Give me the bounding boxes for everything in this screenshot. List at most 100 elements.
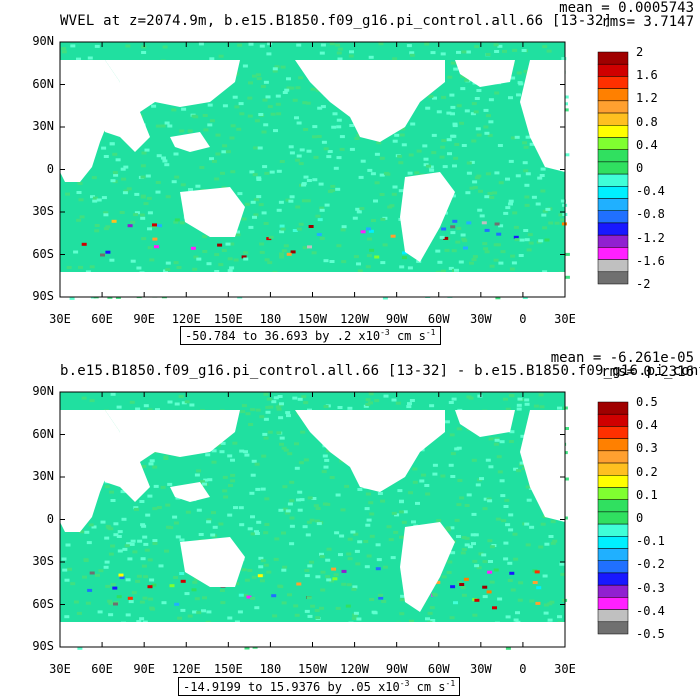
field-cell [108, 601, 114, 605]
field-cell [108, 552, 114, 556]
field-cell [449, 93, 455, 97]
field-cell [81, 242, 87, 246]
colorbar-swatch [597, 560, 629, 574]
field-cell [268, 235, 274, 239]
field-cell [518, 254, 524, 257]
field-cell [215, 133, 221, 137]
field-cell [509, 267, 515, 271]
field-cell [192, 267, 198, 271]
field-cell [429, 404, 435, 408]
field-cell [330, 184, 336, 188]
field-cell [440, 52, 446, 56]
panel-bottom: b.e15.B1850.f09_g16.pi_control.all.66 [1… [0, 350, 700, 700]
field-cell [243, 593, 249, 597]
field-cell [365, 398, 371, 402]
field-cell [529, 525, 535, 529]
field-cell [393, 530, 399, 534]
field-cell [123, 189, 129, 193]
field-cell [84, 530, 90, 534]
field-cell [89, 265, 95, 269]
field-cell [392, 185, 398, 189]
field-cell [151, 104, 157, 108]
lon-tick-label: 90W [385, 312, 408, 326]
field-cell [332, 112, 338, 116]
lon-tick-label: 90W [385, 662, 408, 676]
field-cell [111, 219, 117, 223]
field-cell [257, 574, 263, 578]
field-cell [250, 532, 256, 536]
field-cell [410, 122, 416, 126]
field-cell [528, 241, 534, 245]
field-cell [167, 124, 173, 128]
field-cell [194, 473, 200, 477]
field-cell [481, 553, 487, 557]
field-cell [339, 459, 345, 463]
field-cell [276, 112, 282, 116]
field-cell [241, 217, 247, 221]
field-cell [460, 233, 466, 237]
field-cell [248, 81, 253, 85]
field-cell [509, 571, 515, 575]
field-cell [222, 489, 228, 493]
field-cell [287, 452, 293, 456]
field-cell [472, 613, 478, 617]
field-cell [483, 108, 489, 112]
field-cell [479, 477, 484, 481]
field-cell [233, 258, 239, 262]
field-cell [373, 199, 378, 203]
field-cell [139, 500, 145, 503]
field-cell [364, 565, 370, 569]
colorbar-swatch [597, 426, 629, 439]
land-mask [100, 60, 240, 112]
field-cell [164, 121, 170, 125]
field-cell [174, 175, 180, 179]
field-cell [452, 219, 458, 223]
land-mask [520, 410, 565, 522]
field-cell [459, 121, 464, 125]
field-cell [133, 507, 139, 511]
field-cell [146, 196, 152, 200]
colorbar-swatch [597, 487, 629, 500]
field-cell [289, 524, 295, 528]
field-cell [191, 114, 197, 118]
field-cell [169, 584, 175, 588]
field-cell [429, 168, 435, 172]
field-cell [425, 492, 431, 496]
field-cell [460, 87, 466, 91]
field-cell [560, 572, 566, 576]
field-cell [296, 227, 302, 231]
field-cell [304, 569, 310, 572]
field-cell [395, 401, 401, 405]
field-cell [61, 50, 67, 54]
field-cell [118, 573, 124, 577]
field-cell [285, 411, 291, 415]
field-cell [77, 646, 83, 650]
field-cell [365, 492, 371, 496]
field-cell [525, 485, 531, 489]
field-cell [516, 93, 521, 97]
field-cell [227, 513, 233, 517]
field-cell [489, 580, 495, 584]
field-cell [341, 260, 347, 264]
field-cell [476, 566, 482, 570]
field-cell [304, 609, 310, 613]
field-cell [400, 127, 406, 131]
field-cell [306, 179, 312, 182]
field-cell [484, 195, 490, 199]
field-cell [561, 57, 567, 61]
land-mask [455, 60, 515, 87]
field-cell [244, 578, 250, 582]
field-cell [387, 205, 393, 209]
field-cell [253, 213, 259, 217]
field-cell [225, 242, 231, 246]
field-cell [329, 42, 335, 46]
field-cell [165, 195, 171, 199]
field-cell [155, 408, 160, 412]
field-cell [286, 86, 292, 90]
field-cell [264, 171, 270, 175]
field-cell [356, 133, 362, 137]
field-cell [151, 583, 157, 587]
field-cell [181, 107, 187, 111]
field-cell [456, 104, 462, 108]
field-cell [469, 160, 475, 164]
